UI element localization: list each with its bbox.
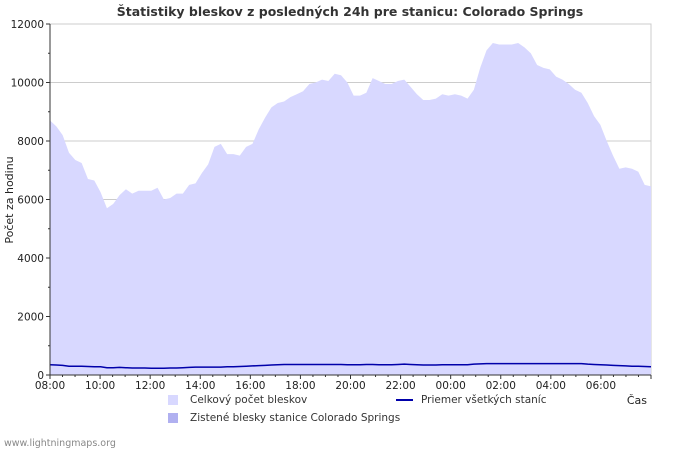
legend-average-swatch [396, 399, 413, 401]
legend-average-label: Priemer všetkých staníc [421, 394, 547, 406]
x-axis-title: Čas [627, 394, 647, 407]
series-area-0 [50, 43, 651, 375]
x-tick-label: 06:00 [586, 380, 616, 392]
x-tick-label: 22:00 [385, 380, 415, 392]
x-tick-label: 12:00 [135, 380, 165, 392]
y-tick-label: 10000 [11, 78, 44, 90]
x-tick-label: 14:00 [185, 380, 215, 392]
legend-station-swatch [168, 413, 178, 423]
legend-total-label: Celkový počet bleskov [190, 394, 308, 406]
legend-average: Priemer všetkých staníc [396, 394, 547, 406]
series-line-2 [49, 362, 652, 370]
legend-total: Celkový počet bleskov [168, 394, 307, 406]
legend-station-label: Zistené blesky stanice Colorado Springs [190, 412, 401, 424]
legend-total-swatch [168, 395, 178, 405]
y-tick-label: 4000 [17, 253, 44, 265]
legend-station: Zistené blesky stanice Colorado Springs [168, 412, 400, 424]
x-tick-label: 10:00 [85, 380, 115, 392]
series-areas [50, 43, 651, 375]
y-tick-label: 2000 [17, 312, 44, 324]
y-tick-label: 12000 [11, 19, 44, 31]
x-tick-label: 18:00 [285, 380, 315, 392]
axes: 0 2000 4000 6000 8000 10000 12000 08:00 10:00 12:… [11, 19, 652, 392]
x-tick-label: 00:00 [436, 380, 466, 392]
y-axis-title: Počet za hodinu [3, 156, 16, 243]
series-lines [49, 362, 652, 370]
footer-credit: www.lightningmaps.org [4, 438, 116, 449]
x-tick-label: 16:00 [235, 380, 265, 392]
chart-title: Štatistiky bleskov z posledných 24h pre … [116, 4, 584, 19]
x-tick-label: 08:00 [35, 380, 65, 392]
x-tick-label: 02:00 [486, 380, 516, 392]
x-tick-label: 20:00 [335, 380, 365, 392]
y-tick-label: 0 [37, 370, 44, 382]
x-tick-label: 04:00 [536, 380, 566, 392]
y-tick-label: 6000 [17, 195, 44, 207]
y-tick-label: 8000 [17, 136, 44, 148]
